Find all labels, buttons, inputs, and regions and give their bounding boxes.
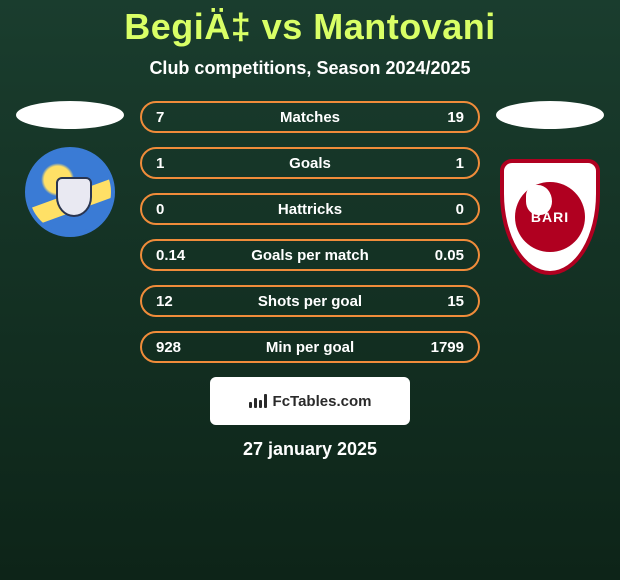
right-badge-wrap: BARI	[500, 159, 600, 275]
stat-left-value: 0	[156, 201, 200, 218]
middle-row: 7Matches19 1Goals1 0Hattricks0 0.14Goals pe…	[0, 101, 620, 363]
right-column: BARI	[490, 101, 610, 275]
stat-label: Goals	[200, 155, 420, 172]
stat-row: 0.14Goals per match0.05	[140, 239, 480, 271]
chart-icon	[249, 394, 267, 408]
right-player-ellipse	[496, 101, 604, 129]
stats-table: 7Matches19 1Goals1 0Hattricks0 0.14Goals pe…	[140, 101, 480, 363]
page-subtitle: Club competitions, Season 2024/2025	[149, 58, 470, 79]
stat-label: Shots per goal	[200, 293, 420, 310]
stat-label: Goals per match	[200, 247, 420, 264]
stat-right-value: 19	[420, 109, 464, 126]
stat-label: Min per goal	[200, 339, 420, 356]
left-column	[10, 101, 130, 237]
stat-row: 0Hattricks0	[140, 193, 480, 225]
stat-right-value: 0	[420, 201, 464, 218]
stat-left-value: 12	[156, 293, 200, 310]
content-root: BegiÄ‡ vs Mantovani Club competitions, S…	[0, 0, 620, 580]
rooster-icon	[526, 185, 552, 215]
page-title: BegiÄ‡ vs Mantovani	[124, 6, 496, 48]
stat-right-value: 1799	[420, 339, 464, 356]
stat-right-value: 0.05	[420, 247, 464, 264]
fctables-badge: FcTables.com	[210, 377, 410, 425]
badge-crest	[56, 177, 92, 217]
left-player-ellipse	[16, 101, 124, 129]
stat-row: 7Matches19	[140, 101, 480, 133]
stat-row: 12Shots per goal15	[140, 285, 480, 317]
stat-label: Hattricks	[200, 201, 420, 218]
fctables-label: FcTables.com	[273, 393, 372, 410]
stat-row: 928Min per goal1799	[140, 331, 480, 363]
stat-left-value: 928	[156, 339, 200, 356]
date-label: 27 january 2025	[243, 439, 377, 460]
stat-row: 1Goals1	[140, 147, 480, 179]
stat-right-value: 15	[420, 293, 464, 310]
left-club-badge	[25, 147, 115, 237]
right-club-badge: BARI	[500, 159, 600, 275]
stat-label: Matches	[200, 109, 420, 126]
stat-left-value: 1	[156, 155, 200, 172]
stat-left-value: 7	[156, 109, 200, 126]
stat-right-value: 1	[420, 155, 464, 172]
stat-left-value: 0.14	[156, 247, 200, 264]
